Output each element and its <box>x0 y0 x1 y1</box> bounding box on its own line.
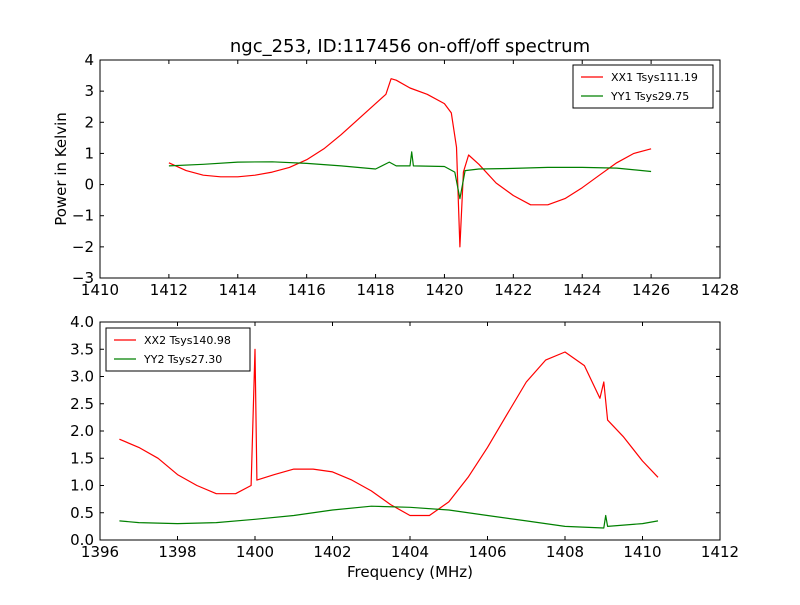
y-tick-label: 0.0 <box>70 531 94 549</box>
y-axis-label-top: Power in Kelvin <box>52 112 70 226</box>
y-tick-label: 3 <box>84 82 94 100</box>
y-tick-label: −1 <box>72 207 94 225</box>
x-tick-label: 1424 <box>563 281 601 299</box>
y-tick-label: −3 <box>72 269 94 287</box>
x-tick-label: 1400 <box>236 543 274 561</box>
x-tick-label: 1410 <box>81 281 119 299</box>
y-tick-label: 3.0 <box>70 368 94 386</box>
series-line-1-1 <box>168 78 652 248</box>
x-tick-label: 1396 <box>81 543 119 561</box>
y-tick-label: 1.5 <box>70 449 94 467</box>
legend-label: XX1 Tsys111.19 <box>611 71 698 84</box>
legend-box <box>105 327 251 372</box>
x-tick-label: 1408 <box>546 543 584 561</box>
y-tick-label: 2.0 <box>70 422 94 440</box>
series-line-1-2 <box>168 151 652 200</box>
legend: XX2 Tsys140.98 YY2 Tsys27.30 <box>105 327 251 372</box>
y-tick-label: 2.5 <box>70 395 94 413</box>
x-tick-label: 1404 <box>391 543 429 561</box>
x-tick-label: 1416 <box>288 281 326 299</box>
x-tick-label: 1426 <box>632 281 670 299</box>
legend-label: YY2 Tsys27.30 <box>143 353 222 366</box>
plot-frame <box>99 59 721 279</box>
y-tick-label: 0.5 <box>70 504 94 522</box>
bottom-plot-area: 1396 1398 1400 1402 1404 1406 1408 1410 1412 0.0 0… <box>70 313 739 561</box>
x-tick-label: 1420 <box>425 281 463 299</box>
x-tick-label: 1412 <box>701 543 739 561</box>
legend-label: XX2 Tsys140.98 <box>144 334 231 347</box>
x-tick-label: 1402 <box>313 543 351 561</box>
x-tick-label: 1414 <box>219 281 257 299</box>
x-tick-label: 1406 <box>468 543 506 561</box>
x-axis-label-bottom: Frequency (MHz) <box>347 563 473 581</box>
x-tick-label: 1422 <box>494 281 532 299</box>
x-tick-label: 1410 <box>623 543 661 561</box>
y-tick-label: 4.0 <box>70 313 94 331</box>
y-tick-label: −2 <box>72 238 94 256</box>
chart-title: ngc_253, ID:117456 on-off/off spectrum <box>230 36 590 57</box>
legend-label: YY1 Tsys29.75 <box>610 90 689 103</box>
legend: XX1 Tsys111.19 YY1 Tsys29.75 <box>572 64 714 109</box>
x-tick-label: 1412 <box>150 281 188 299</box>
y-tick-label: 4 <box>84 51 94 69</box>
x-tick-label: 1428 <box>701 281 739 299</box>
series-line-2-2 <box>119 505 659 529</box>
legend-box <box>572 64 714 109</box>
x-tick-label: 1398 <box>158 543 196 561</box>
top-plot-area: 1410 1412 1414 1416 1418 1420 1422 1424 1426 1428… <box>72 51 739 299</box>
y-tick-label: 3.5 <box>70 340 94 358</box>
y-tick-label: 2 <box>84 113 94 131</box>
y-tick-label: 1 <box>84 144 94 162</box>
y-tick-label: 1.0 <box>70 477 94 495</box>
x-tick-label: 1418 <box>356 281 394 299</box>
series-line-2-1 <box>119 348 659 517</box>
y-tick-label: 0 <box>84 176 94 194</box>
